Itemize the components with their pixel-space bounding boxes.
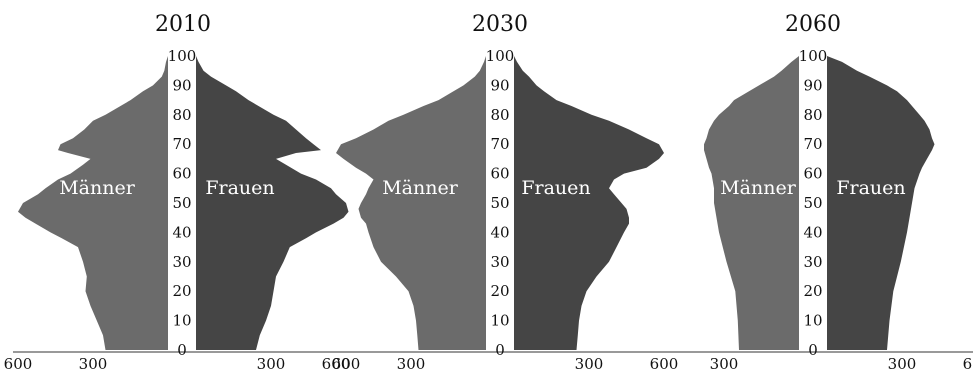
- age-tick-label: 100: [799, 47, 828, 65]
- age-tick-label: 60: [490, 165, 509, 183]
- female-label: Frauen: [205, 177, 274, 199]
- age-tick-label: 30: [490, 253, 509, 271]
- age-tick-label: 10: [172, 312, 191, 330]
- pyramid-2060: 2060 0 10 20 30 40 50 60 70 80 90 100 300 300 600 Männe…: [644, 12, 973, 373]
- age-tick-label: 70: [490, 135, 509, 153]
- x-tick-label-male: 300: [79, 355, 108, 373]
- x-tick-label-female: 300: [575, 355, 604, 373]
- age-tick-label: 50: [803, 194, 822, 212]
- age-tick-label: 0: [808, 341, 818, 359]
- chart-title: 2030: [472, 12, 528, 37]
- x-tick-label-female: 600: [650, 355, 679, 373]
- age-tick-label: 20: [172, 282, 191, 300]
- age-tick-label: 40: [490, 223, 509, 241]
- x-tick-label-male: 600: [4, 355, 33, 373]
- female-label: Frauen: [521, 177, 590, 199]
- age-tick-label: 50: [490, 194, 509, 212]
- x-tick-label-male: 600: [322, 355, 351, 373]
- age-tick-label: 20: [490, 282, 509, 300]
- age-tick-label: 30: [172, 253, 191, 271]
- female-area: [196, 56, 349, 350]
- age-tick-label: 10: [803, 312, 822, 330]
- age-tick-label: 80: [490, 106, 509, 124]
- male-area: [18, 56, 168, 350]
- female-area: [514, 56, 664, 350]
- age-tick-label: 70: [803, 135, 822, 153]
- female-area: [827, 56, 935, 350]
- age-tick-label: 40: [172, 223, 191, 241]
- pyramid-2010: 2010 0 10 20 30 40 50 60 70 80 90 100 600 300 300 600 Mä…: [4, 12, 361, 373]
- male-label: Männer: [382, 177, 459, 199]
- age-tick-label: 30: [803, 253, 822, 271]
- age-tick-label: 0: [177, 341, 187, 359]
- chart-title: 2010: [155, 12, 211, 37]
- x-tick-label-male: 300: [710, 355, 739, 373]
- male-label: Männer: [59, 177, 136, 199]
- x-tick-label-female: 600: [332, 355, 361, 373]
- age-tick-label: 100: [168, 47, 197, 65]
- x-tick-label-female: 300: [257, 355, 286, 373]
- age-tick-label: 80: [803, 106, 822, 124]
- age-tick-label: 100: [486, 47, 515, 65]
- age-tick-label: 20: [803, 282, 822, 300]
- x-tick-label-female: 300: [888, 355, 917, 373]
- age-tick-label: 40: [803, 223, 822, 241]
- age-tick-label: 50: [172, 194, 191, 212]
- age-tick-label: 60: [172, 165, 191, 183]
- x-tick-label-male: 300: [397, 355, 426, 373]
- age-tick-label: 0: [495, 341, 505, 359]
- male-label: Männer: [720, 177, 797, 199]
- chart-title: 2060: [785, 12, 841, 37]
- age-tick-label: 60: [803, 165, 822, 183]
- age-tick-label: 90: [490, 76, 509, 94]
- female-label: Frauen: [836, 177, 905, 199]
- male-area: [704, 56, 799, 350]
- age-tick-label: 70: [172, 135, 191, 153]
- age-tick-label: 10: [490, 312, 509, 330]
- age-tick-label: 90: [172, 76, 191, 94]
- x-tick-label-female: 600: [963, 355, 973, 373]
- age-tick-label: 80: [172, 106, 191, 124]
- age-tick-label: 90: [803, 76, 822, 94]
- male-area: [336, 56, 486, 350]
